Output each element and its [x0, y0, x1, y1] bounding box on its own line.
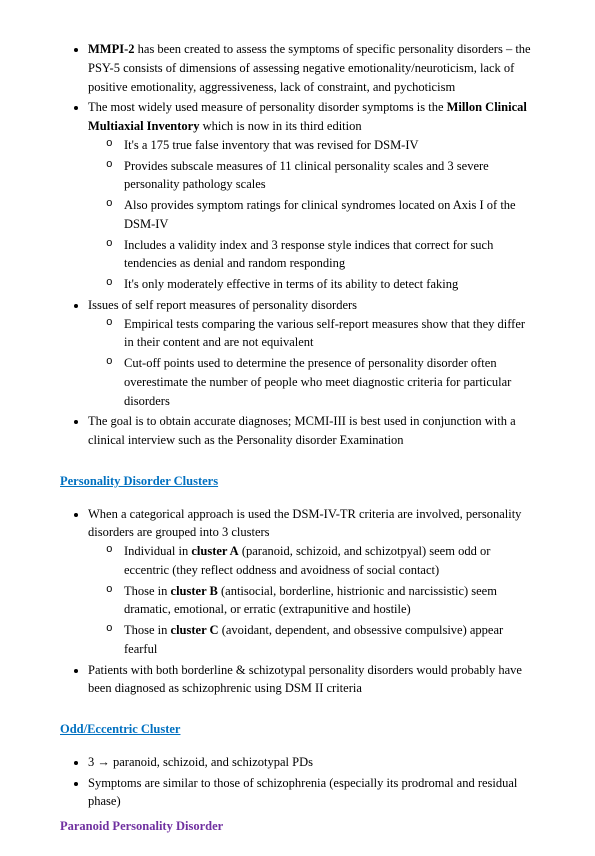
body-text: 3 → paranoid, schizoid, and schizotypal … — [88, 755, 313, 769]
body-text: Individual in — [124, 544, 191, 558]
bold-term: cluster B — [171, 584, 218, 598]
top-bullet-list: MMPI-2 has been created to assess the sy… — [60, 40, 535, 450]
body-text: Those in — [124, 623, 171, 637]
list-item: Patients with both borderline & schizoty… — [88, 661, 535, 699]
body-text: Cut-off points used to determine the pre… — [124, 356, 511, 408]
list-item: Symptoms are similar to those of schizop… — [88, 774, 535, 812]
sub-bullet-list: Individual in cluster A (paranoid, schiz… — [88, 542, 535, 659]
list-item: It's a 175 true false inventory that was… — [124, 136, 535, 155]
section-heading-clusters: Personality Disorder Clusters — [60, 472, 535, 491]
body-text: Symptoms are similar to those of schizop… — [88, 776, 517, 809]
section-heading-paranoid: Paranoid Personality Disorder — [60, 817, 535, 836]
body-text: Those in — [124, 584, 171, 598]
list-item: Also provides symptom ratings for clinic… — [124, 196, 535, 234]
body-text: It's a 175 true false inventory that was… — [124, 138, 419, 152]
bold-term: cluster C — [171, 623, 219, 637]
list-item: Individual in cluster A (paranoid, schiz… — [124, 542, 535, 580]
list-item: The goal is to obtain accurate diagnoses… — [88, 412, 535, 450]
body-text: has been created to assess the symptoms … — [88, 42, 531, 94]
bold-term: MMPI-2 — [88, 42, 135, 56]
list-item: Cut-off points used to determine the pre… — [124, 354, 535, 410]
body-text: Includes a validity index and 3 response… — [124, 238, 493, 271]
body-text: Also provides symptom ratings for clinic… — [124, 198, 516, 231]
list-item: It's only moderately effective in terms … — [124, 275, 535, 294]
list-item: Includes a validity index and 3 response… — [124, 236, 535, 274]
list-item: Provides subscale measures of 11 clinica… — [124, 157, 535, 195]
clusters-bullet-list: When a categorical approach is used the … — [60, 505, 535, 699]
list-item: Empirical tests comparing the various se… — [124, 315, 535, 353]
section-heading-odd-eccentric: Odd/Eccentric Cluster — [60, 720, 535, 739]
list-item: Those in cluster C (avoidant, dependent,… — [124, 621, 535, 659]
list-item: 3 → paranoid, schizoid, and schizotypal … — [88, 753, 535, 772]
list-item: MMPI-2 has been created to assess the sy… — [88, 40, 535, 96]
body-text: Patients with both borderline & schizoty… — [88, 663, 522, 696]
odd-bullet-list: 3 → paranoid, schizoid, and schizotypal … — [60, 753, 535, 811]
body-text: which is now in its third edition — [199, 119, 361, 133]
body-text: The most widely used measure of personal… — [88, 100, 447, 114]
sub-bullet-list: It's a 175 true false inventory that was… — [88, 136, 535, 294]
bold-term: cluster A — [191, 544, 238, 558]
body-text: Empirical tests comparing the various se… — [124, 317, 525, 350]
body-text: Provides subscale measures of 11 clinica… — [124, 159, 489, 192]
list-item: The most widely used measure of personal… — [88, 98, 535, 294]
body-text: Issues of self report measures of person… — [88, 298, 357, 312]
list-item: Those in cluster B (antisocial, borderli… — [124, 582, 535, 620]
body-text: The goal is to obtain accurate diagnoses… — [88, 414, 516, 447]
body-text: When a categorical approach is used the … — [88, 507, 521, 540]
list-item: Issues of self report measures of person… — [88, 296, 535, 411]
body-text: It's only moderately effective in terms … — [124, 277, 458, 291]
list-item: When a categorical approach is used the … — [88, 505, 535, 659]
sub-bullet-list: Empirical tests comparing the various se… — [88, 315, 535, 411]
